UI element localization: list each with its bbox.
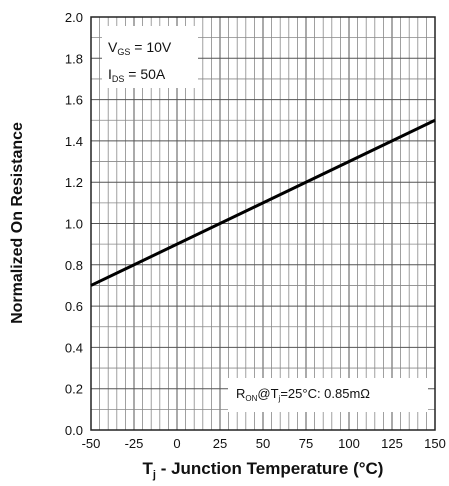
x-tick-label: 25	[213, 436, 227, 451]
condition-ids: IDS = 50A	[108, 66, 166, 84]
y-tick-label: 1.4	[65, 134, 83, 149]
x-tick-label: -50	[82, 436, 101, 451]
y-tick-label: 0.2	[65, 382, 83, 397]
condition-vgs: VGS = 10V	[108, 39, 172, 57]
y-tick-label: 0.4	[65, 340, 83, 355]
y-tick-label: 1.2	[65, 175, 83, 190]
x-tick-label: 150	[424, 436, 446, 451]
y-tick-label: 0.8	[65, 258, 83, 273]
y-tick-label: 2.0	[65, 10, 83, 25]
plot-frame	[90, 16, 436, 431]
x-tick-label: 125	[381, 436, 403, 451]
x-tick-labels: -50 -25 0 25 50 75 100 125 150	[82, 436, 446, 451]
x-tick-label: 50	[256, 436, 270, 451]
annotation-ron: RON@Tj=25°C: 0.85mΩ	[236, 386, 370, 403]
conditions-box	[102, 26, 198, 88]
x-axis-title: Tj - Junction Temperature (°C)	[143, 459, 384, 481]
y-tick-label: 0.6	[65, 299, 83, 314]
x-tick-label: 0	[173, 436, 180, 451]
y-tick-label: 0.0	[65, 423, 83, 438]
series-line	[90, 118, 436, 287]
x-tick-label: 75	[299, 436, 313, 451]
y-tick-label: 1.8	[65, 51, 83, 66]
y-tick-label: 1.6	[65, 93, 83, 108]
y-axis-title: Normalized On Resistance	[9, 122, 26, 324]
y-tick-labels: 0.0 0.2 0.4 0.6 0.8 1.0 1.2 1.4 1.6 1.8 2.0	[65, 10, 83, 438]
x-tick-label: 100	[338, 436, 360, 451]
x-tick-label: -25	[125, 436, 144, 451]
y-tick-label: 1.0	[65, 217, 83, 232]
series-group	[90, 118, 436, 287]
annotation-box	[228, 378, 428, 412]
